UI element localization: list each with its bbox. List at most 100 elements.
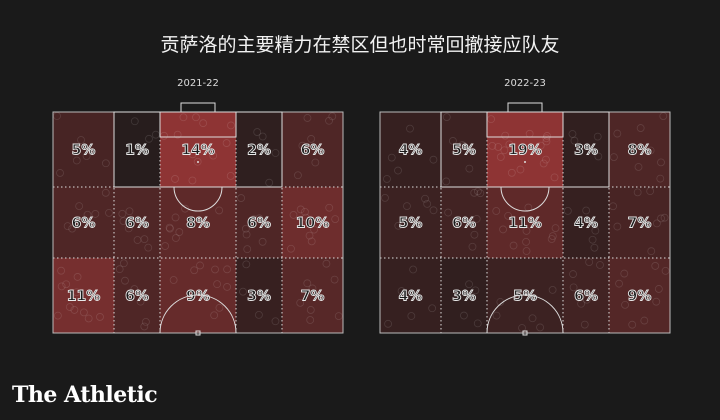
heatmap-cell bbox=[609, 258, 670, 333]
touch-marker bbox=[179, 113, 188, 122]
touch-marker bbox=[634, 163, 643, 171]
touch-marker bbox=[492, 207, 501, 215]
touch-marker bbox=[294, 171, 302, 180]
touch-marker bbox=[144, 243, 153, 252]
heatmap-cell bbox=[563, 112, 609, 187]
touch-marker bbox=[223, 283, 231, 291]
touch-marker bbox=[322, 259, 331, 268]
touch-marker bbox=[237, 194, 245, 202]
touch-marker bbox=[536, 141, 545, 150]
touch-marker bbox=[429, 206, 438, 215]
touch-marker bbox=[518, 324, 526, 332]
touch-marker bbox=[563, 207, 572, 215]
touch-marker bbox=[428, 304, 437, 313]
touch-marker bbox=[652, 297, 661, 306]
touch-marker bbox=[96, 313, 104, 321]
touch-marker bbox=[325, 116, 333, 125]
touch-marker bbox=[429, 155, 438, 164]
heatmap-cell bbox=[563, 187, 609, 258]
touch-marker bbox=[621, 300, 629, 309]
touch-marker bbox=[171, 213, 180, 222]
touch-marker bbox=[250, 215, 258, 224]
touch-marker bbox=[590, 243, 599, 252]
touch-marker bbox=[470, 188, 479, 197]
touch-marker bbox=[211, 265, 219, 274]
touch-marker bbox=[505, 140, 514, 149]
touch-marker bbox=[460, 311, 468, 320]
touch-marker bbox=[325, 203, 334, 212]
touch-marker bbox=[522, 227, 531, 235]
touch-marker bbox=[458, 141, 467, 149]
touch-marker bbox=[199, 119, 208, 128]
cell-value-label: 9% bbox=[628, 289, 652, 305]
touch-marker bbox=[188, 176, 197, 185]
touch-marker bbox=[640, 316, 649, 325]
touch-marker bbox=[308, 284, 317, 293]
touch-marker bbox=[582, 295, 591, 304]
touch-marker bbox=[516, 165, 525, 174]
center-spot bbox=[195, 330, 201, 336]
touch-marker bbox=[406, 124, 414, 133]
touch-marker bbox=[591, 226, 600, 235]
touch-marker bbox=[72, 288, 81, 297]
cell-value-label: 10% bbox=[296, 216, 330, 232]
cell-value-label: 6% bbox=[125, 289, 149, 305]
touch-marker bbox=[494, 143, 503, 151]
touch-marker bbox=[151, 130, 160, 139]
touch-marker bbox=[550, 173, 559, 182]
touch-marker bbox=[125, 207, 134, 216]
touch-marker bbox=[569, 270, 577, 278]
touch-marker bbox=[633, 188, 642, 197]
cell-value-label: 11% bbox=[508, 216, 542, 232]
cell-value-label: 4% bbox=[574, 216, 598, 232]
heatmap-cell bbox=[236, 187, 282, 258]
touch-marker bbox=[403, 202, 411, 211]
touch-marker bbox=[215, 303, 224, 312]
touch-marker bbox=[509, 241, 518, 250]
touch-marker bbox=[383, 175, 391, 183]
touch-marker bbox=[306, 306, 315, 314]
touch-marker bbox=[298, 141, 307, 150]
cell-value-label: 8% bbox=[186, 216, 210, 232]
penalty-spot bbox=[197, 161, 199, 163]
touch-marker bbox=[253, 128, 262, 136]
touch-marker bbox=[465, 164, 474, 173]
touch-marker bbox=[68, 224, 77, 233]
touch-marker bbox=[57, 282, 66, 291]
touch-marker bbox=[423, 199, 432, 208]
center-circle bbox=[486, 294, 564, 334]
touch-marker bbox=[255, 214, 264, 223]
touch-marker bbox=[609, 153, 618, 162]
touch-marker bbox=[444, 208, 453, 217]
touch-marker bbox=[636, 124, 645, 132]
touch-marker bbox=[577, 299, 586, 308]
touch-marker bbox=[660, 213, 669, 222]
touch-marker bbox=[647, 247, 656, 256]
heatmap-cell bbox=[380, 258, 441, 333]
penalty-spot bbox=[524, 161, 526, 163]
touch-marker bbox=[307, 237, 316, 246]
touch-marker bbox=[57, 266, 66, 275]
cell-value-label: 8% bbox=[628, 143, 652, 159]
touch-marker bbox=[568, 130, 577, 138]
touch-marker bbox=[536, 323, 544, 332]
touch-marker bbox=[407, 312, 416, 320]
touch-marker bbox=[306, 316, 315, 324]
touch-marker bbox=[118, 209, 127, 218]
touch-marker bbox=[227, 121, 235, 130]
cell-value-label: 3% bbox=[452, 289, 476, 305]
touch-marker bbox=[487, 115, 495, 124]
touch-marker bbox=[330, 275, 339, 284]
touch-marker bbox=[507, 168, 516, 177]
touch-marker bbox=[242, 230, 251, 239]
touch-marker bbox=[656, 174, 665, 183]
cell-value-label: 4% bbox=[399, 143, 423, 159]
heatmap-cell bbox=[609, 112, 670, 187]
touch-marker bbox=[258, 237, 267, 246]
cell-value-label: 9% bbox=[186, 289, 210, 305]
touch-marker bbox=[328, 112, 337, 121]
touch-marker bbox=[522, 237, 530, 246]
touch-marker bbox=[492, 311, 501, 320]
touch-marker bbox=[188, 150, 197, 159]
touch-marker bbox=[473, 319, 482, 328]
